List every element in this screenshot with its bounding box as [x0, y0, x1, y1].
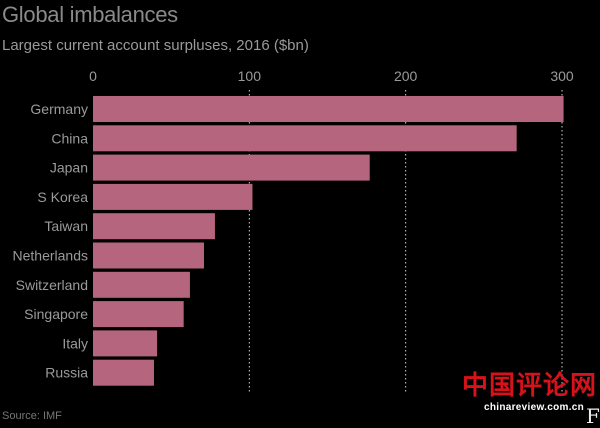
x-tick-label: 300	[550, 68, 574, 84]
category-label: Netherlands	[13, 248, 89, 264]
category-label: Singapore	[24, 306, 88, 322]
category-label: Russia	[45, 365, 88, 381]
bar-japan	[93, 154, 370, 181]
bar-s-korea	[93, 183, 253, 210]
watermark-logo: 中国评论网	[462, 371, 598, 401]
chart-title: Global imbalances	[2, 2, 178, 27]
x-tick-label: 0	[89, 68, 97, 84]
category-label: China	[51, 130, 88, 146]
watermark: 中国评论网 chinareview.com.cn	[462, 371, 598, 415]
category-label: Taiwan	[44, 218, 88, 234]
ft-logo: FT	[586, 404, 600, 428]
category-label: Switzerland	[16, 277, 88, 293]
watermark-url: chinareview.com.cn	[484, 402, 585, 413]
x-tick-label: 100	[238, 68, 262, 84]
bar-netherlands	[93, 242, 204, 269]
category-label: Germany	[30, 101, 88, 117]
bar-singapore	[93, 301, 184, 328]
category-label: Japan	[50, 160, 88, 176]
category-label: S Korea	[37, 189, 88, 205]
bar-taiwan	[93, 213, 215, 240]
source-note: Source: IMF	[2, 410, 62, 422]
bar-switzerland	[93, 271, 190, 298]
category-label: Italy	[62, 335, 88, 351]
bar-china	[93, 125, 517, 152]
bar-russia	[93, 359, 154, 386]
bar-italy	[93, 330, 158, 357]
x-tick-label: 200	[394, 68, 418, 84]
chart-subtitle: Largest current account surpluses, 2016 …	[2, 37, 309, 54]
bar-germany	[93, 96, 564, 122]
